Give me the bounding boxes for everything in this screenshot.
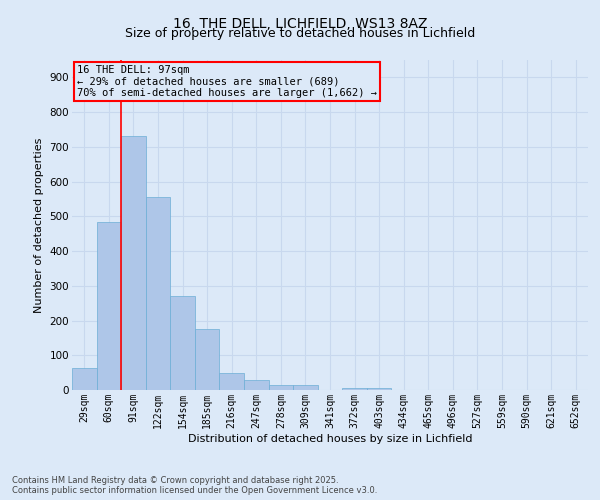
Bar [367,388,391,390]
Bar [195,329,220,390]
Bar [342,388,367,390]
Bar [293,386,318,390]
Bar [146,197,170,390]
Bar [244,380,269,390]
Y-axis label: Number of detached properties: Number of detached properties [34,138,44,312]
Text: 16 THE DELL: 97sqm
← 29% of detached houses are smaller (689)
70% of semi-detach: 16 THE DELL: 97sqm ← 29% of detached hou… [77,65,377,98]
Text: Size of property relative to detached houses in Lichfield: Size of property relative to detached ho… [125,28,475,40]
Bar [97,222,121,390]
Bar [220,372,244,390]
X-axis label: Distribution of detached houses by size in Lichfield: Distribution of detached houses by size … [188,434,472,444]
Bar [72,368,97,390]
Text: 16, THE DELL, LICHFIELD, WS13 8AZ: 16, THE DELL, LICHFIELD, WS13 8AZ [173,18,427,32]
Text: Contains HM Land Registry data © Crown copyright and database right 2025.
Contai: Contains HM Land Registry data © Crown c… [12,476,377,495]
Bar [170,296,195,390]
Bar [269,385,293,390]
Bar [121,136,146,390]
